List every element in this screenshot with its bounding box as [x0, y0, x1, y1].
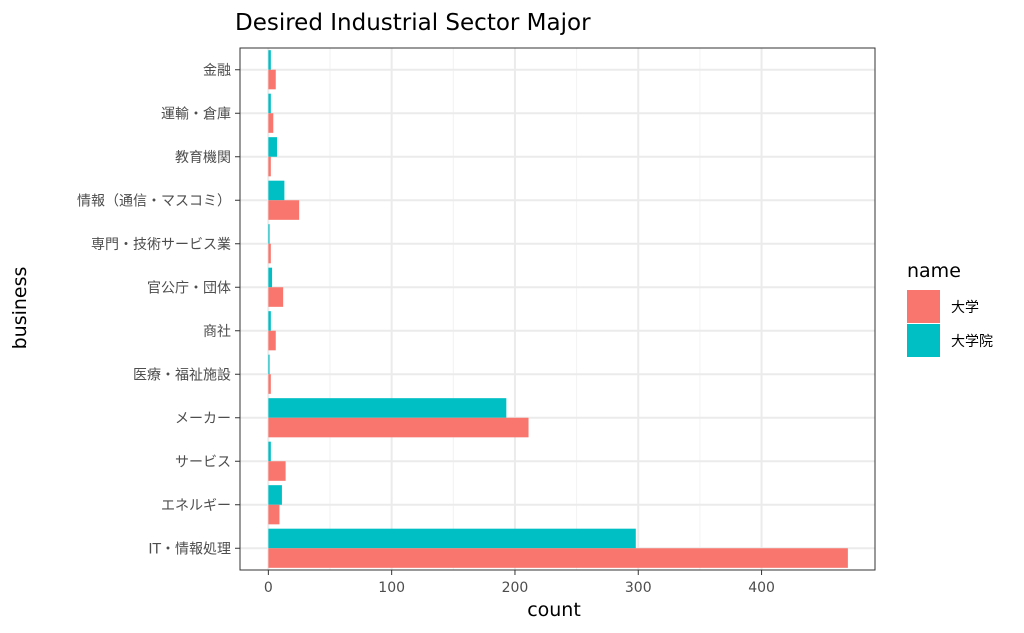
bar-daigaku — [268, 461, 286, 481]
bar-daigaku — [268, 417, 529, 438]
major-gridlines — [240, 48, 875, 570]
legend-label: 大学 — [951, 300, 979, 316]
plot-border — [239, 47, 876, 571]
bar-daigaku — [268, 374, 271, 394]
bar-daigakuin — [268, 180, 285, 201]
bar-daigaku — [268, 287, 284, 307]
x-axis-title: count — [527, 599, 581, 621]
x-tick-label: 400 — [748, 580, 775, 596]
bar-daigakuin — [268, 398, 507, 418]
bar-daigaku — [268, 156, 271, 177]
bar-daigaku — [268, 69, 276, 90]
bar-daigaku — [268, 548, 848, 568]
bar-daigakuin — [268, 50, 271, 70]
bar-daigakuin — [268, 137, 277, 157]
x-tick-label: 0 — [264, 580, 273, 596]
y-tick-label: 専門・技術サービス業 — [91, 237, 231, 253]
y-tick-label: サービス — [175, 454, 231, 470]
legend-title: name — [907, 260, 961, 282]
legend-key — [907, 290, 940, 323]
bar-daigakuin — [268, 528, 636, 549]
bar-daigakuin — [268, 311, 271, 331]
bar-daigaku — [268, 330, 276, 351]
y-axis-title: business — [9, 267, 31, 350]
y-tick-label: 教育機関 — [175, 150, 231, 166]
y-tick-label: 運輸・倉庫 — [161, 105, 231, 122]
chart-title: Desired Industrial Sector Major — [235, 10, 591, 36]
bar-daigaku — [268, 200, 300, 220]
x-axis-ticks: 0 100 200 300 400 — [264, 570, 775, 596]
bar-daigakuin — [268, 354, 270, 375]
bar-daigakuin — [268, 93, 271, 114]
y-tick-label: 商社 — [203, 324, 231, 340]
bar-daigaku — [268, 243, 271, 264]
y-tick-label: メーカー — [175, 411, 231, 427]
bars — [268, 50, 848, 568]
plot-panel — [240, 48, 875, 570]
bar-daigakuin — [268, 224, 270, 244]
y-tick-label: 医療・福祉施設 — [133, 366, 231, 383]
bar-daigaku — [268, 504, 280, 525]
y-tick-label: IT・情報処理 — [148, 541, 231, 557]
bar-daigakuin — [268, 267, 273, 288]
legend-label: 大学院 — [951, 334, 993, 350]
bar-daigakuin — [268, 441, 271, 462]
y-tick-label: 官公庁・団体 — [147, 280, 231, 296]
y-tick-label: 金融 — [203, 63, 231, 79]
x-tick-label: 200 — [502, 580, 529, 596]
y-tick-label: 情報（通信・マスコミ） — [77, 193, 231, 209]
y-tick-label: エネルギー — [161, 498, 231, 514]
x-tick-label: 100 — [378, 580, 405, 596]
legend-key — [907, 324, 940, 357]
bar-daigakuin — [268, 485, 282, 505]
x-tick-label: 300 — [625, 580, 652, 596]
bar-daigaku — [268, 113, 274, 133]
minor-gridlines — [329, 48, 701, 570]
